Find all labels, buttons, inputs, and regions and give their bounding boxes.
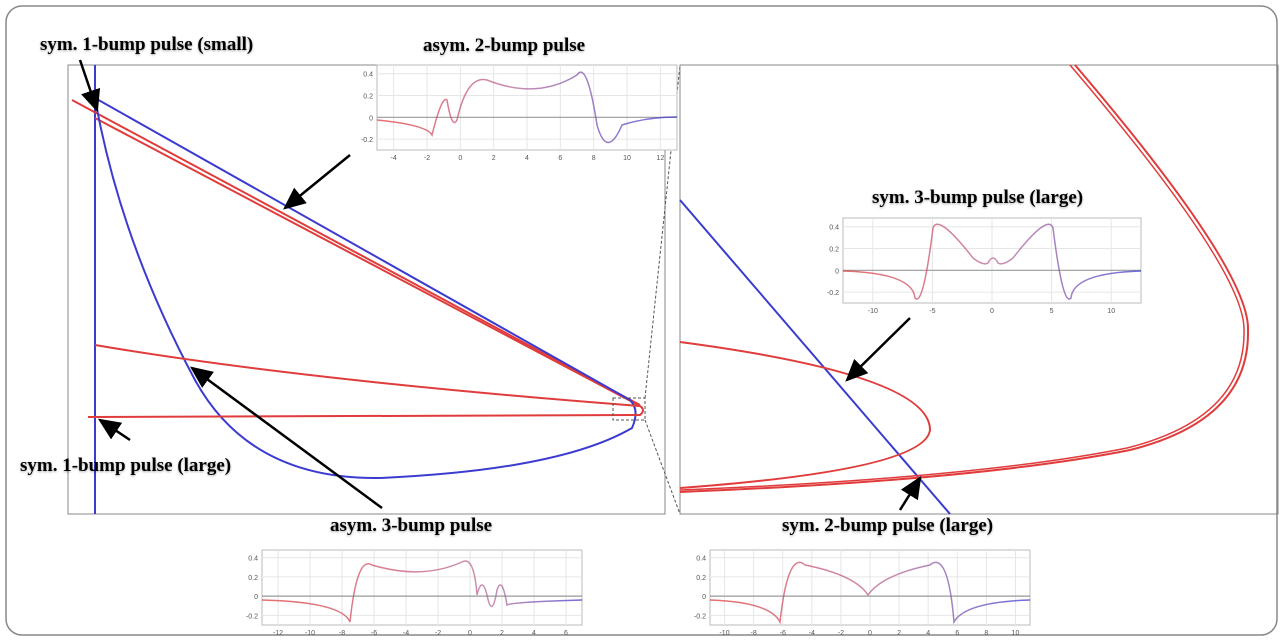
inset-x-tick-label: -10 (719, 630, 729, 637)
inset-x-tick-label: -6 (780, 630, 786, 637)
inset-asym-2-bump: -4 -2 0 2 4 6 8 10 12 0.4 0.2 0 -0.2 (361, 64, 678, 162)
inset-sym-3-bump-large: -10 -5 0 5 10 0.4 0.2 0 -0.2 (827, 217, 1142, 315)
inset-x-tick-label: -4 (809, 630, 815, 637)
inset-x-tick-label: 4 (532, 630, 536, 637)
inset-x-tick-label: -2 (435, 630, 441, 637)
inset-x-tick-label: 4 (926, 630, 930, 637)
inset-x-tick-label: -8 (339, 630, 345, 637)
inset-x-tick-label: 2 (500, 630, 504, 637)
inset-x-tick-label: 0 (468, 630, 472, 637)
figure-border (5, 5, 1278, 636)
inset-y-tick-label: 0 (254, 594, 258, 601)
inset-y-tick-label: -0.2 (694, 613, 706, 620)
inset-asym-3-bump: -12 -10 -8 -6 -4 -2 0 2 4 6 0.4 0.2 0 -0.2 (246, 549, 583, 637)
inset-y-tick-label: 0.4 (696, 556, 706, 563)
inset-x-tick-label: -4 (403, 630, 409, 637)
arrow-sym-1-large (97, 418, 131, 442)
zoom-connector-top (644, 64, 681, 399)
inset-x-tick-label: 0 (458, 155, 462, 162)
inset-x-tick-label: 6 (955, 630, 959, 637)
inset-x-tick-label: 12 (656, 155, 664, 162)
label-asym-2: asym. 2-bump pulse (423, 35, 586, 56)
inset-x-tick-label: 2 (897, 630, 901, 637)
inset-x-tick-label: 2 (492, 155, 496, 162)
red-parabola-small (679, 341, 932, 489)
inset-y-tick-label: 0.4 (829, 225, 839, 232)
arrow-sym-1-small (78, 59, 101, 113)
inset-x-tick-label: 4 (525, 155, 529, 162)
label-sym-1-small: sym. 1-bump pulse (small) (40, 34, 254, 55)
inset-x-tick-label: 10 (1012, 630, 1020, 637)
inset-x-tick-label: 8 (592, 155, 596, 162)
left-main-panel (67, 64, 681, 515)
inset-x-tick-label: 0 (990, 308, 994, 315)
zoom-connector-bottom (644, 419, 681, 515)
arrow-asym-3 (189, 366, 383, 510)
inset-y-tick-label: 0.4 (248, 556, 258, 563)
inset-y-tick-label: 0 (369, 115, 373, 122)
inset-y-tick-label: 0.2 (696, 575, 706, 582)
blue-curve-upper (94, 97, 637, 480)
inset-x-tick-label: -2 (838, 630, 844, 637)
inset-x-tick-label: 6 (558, 155, 562, 162)
blue-diagonal-line (679, 199, 951, 515)
inset-x-tick-label: 10 (1107, 308, 1115, 315)
inset-y-tick-label: -0.2 (246, 613, 258, 620)
inset-y-tick-label: 0.2 (248, 575, 258, 582)
inset-x-tick-label: -10 (868, 308, 878, 315)
inset-x-tick-label: 5 (1050, 308, 1054, 315)
inset-y-tick-label: 0 (835, 268, 839, 275)
inset-pulse-curve (709, 561, 1031, 625)
inset-y-tick-label: 0 (702, 594, 706, 601)
inset-pulse-curve (842, 223, 1142, 300)
red-line-horizontal (87, 405, 644, 418)
arrow-asym-2 (283, 154, 351, 210)
inset-x-tick-label: 10 (623, 155, 631, 162)
inset-x-tick-label: -2 (424, 155, 430, 162)
inset-y-tick-label: 0.2 (363, 94, 373, 101)
inset-x-tick-label: -4 (391, 155, 397, 162)
red-curve-middle (94, 344, 641, 407)
red-line-upper-2 (94, 117, 641, 407)
inset-x-tick-label: -10 (305, 630, 315, 637)
arrow-sym-2-large (898, 475, 922, 511)
arrow-sym-3-large (845, 317, 911, 382)
inset-pulse-curve (261, 560, 583, 623)
zoom-box (612, 397, 646, 421)
inset-sym-2-bump-large: -10 -8 -6 -4 -2 0 2 4 6 8 10 0.4 0.2 0 -0.2 (694, 549, 1031, 637)
inset-frame (261, 549, 583, 626)
inset-x-tick-label: 0 (868, 630, 872, 637)
inset-y-tick-label: -0.2 (827, 290, 839, 297)
inset-x-tick-label: -5 (929, 308, 935, 315)
red-line-upper (71, 99, 641, 406)
label-sym-2-large: sym. 2-bump pulse (large) (782, 515, 994, 536)
inset-y-tick-label: 0.2 (829, 247, 839, 254)
inset-y-tick-label: -0.2 (361, 137, 373, 144)
label-sym-3-large: sym. 3-bump pulse (large) (872, 187, 1084, 208)
label-asym-3: asym. 3-bump pulse (330, 515, 493, 536)
inset-x-tick-label: 8 (984, 630, 988, 637)
inset-pulse-curve (376, 71, 678, 144)
inset-x-tick-label: -8 (751, 630, 757, 637)
label-sym-1-large: sym. 1-bump pulse (large) (20, 455, 232, 476)
inset-y-tick-label: 0.4 (363, 72, 373, 79)
inset-x-tick-label: 6 (564, 630, 568, 637)
inset-x-tick-label: -6 (371, 630, 377, 637)
arrows (78, 59, 922, 511)
inset-x-tick-label: -12 (273, 630, 283, 637)
